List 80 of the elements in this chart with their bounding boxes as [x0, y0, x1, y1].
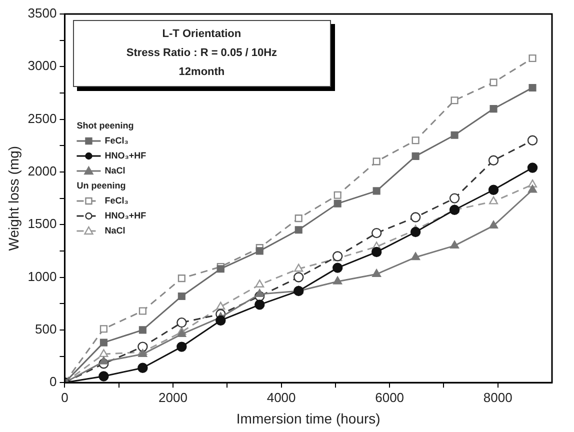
- x-tick-label: 4000: [266, 390, 296, 405]
- point: [294, 286, 304, 296]
- point: [294, 226, 302, 234]
- point: [255, 289, 264, 297]
- y-tick-label: 500: [35, 322, 57, 337]
- point: [254, 300, 265, 310]
- point: [216, 315, 226, 326]
- legend-label: HNO₃+HF: [104, 210, 147, 220]
- point: [372, 158, 380, 166]
- y-tick-label: 2500: [28, 110, 57, 126]
- point: [488, 184, 499, 195]
- point: [450, 96, 458, 104]
- point: [371, 246, 382, 258]
- point: [527, 162, 538, 173]
- point: [334, 200, 342, 208]
- legend-label: HNO₃+HF: [104, 150, 147, 160]
- point: [294, 264, 304, 272]
- y-tick-label: 3000: [28, 58, 57, 74]
- point: [177, 329, 186, 338]
- point: [216, 265, 224, 273]
- point: [490, 105, 498, 113]
- point: [294, 214, 302, 222]
- point: [528, 184, 538, 193]
- point: [450, 131, 458, 139]
- point: [488, 155, 499, 166]
- point: [138, 342, 148, 352]
- point: [98, 371, 109, 382]
- point: [138, 349, 148, 358]
- x-tick-label: 8000: [483, 390, 512, 405]
- point: [372, 269, 382, 277]
- annotation: 12month: [178, 65, 226, 80]
- point: [100, 325, 108, 333]
- legend-label: FeCl₃: [104, 195, 128, 206]
- point: [528, 54, 536, 62]
- x-tick-label: 6000: [375, 390, 404, 405]
- point: [489, 196, 498, 204]
- point: [527, 135, 538, 146]
- point: [450, 240, 460, 249]
- point: [449, 193, 460, 204]
- point: [372, 187, 380, 195]
- point: [99, 356, 108, 364]
- point: [412, 136, 420, 144]
- point: [410, 226, 421, 238]
- point: [138, 307, 146, 315]
- x-axis-title: Immersion time (hours): [236, 410, 380, 426]
- point: [138, 326, 146, 334]
- y-axis-title: Weight loss (mg): [5, 146, 22, 251]
- point: [176, 317, 187, 328]
- point: [138, 362, 148, 373]
- point: [176, 342, 187, 352]
- point: [294, 272, 304, 282]
- y-tick-label: 1500: [28, 216, 57, 232]
- point: [216, 302, 226, 310]
- point: [255, 280, 264, 288]
- point: [100, 338, 108, 346]
- x-tick-label: 2000: [158, 390, 188, 405]
- x-tick-label: 0: [61, 390, 68, 405]
- point: [490, 78, 498, 86]
- point: [332, 262, 343, 273]
- legend-label: NaCl: [104, 165, 126, 176]
- point: [178, 292, 186, 300]
- y-tick-label: 1000: [28, 268, 57, 284]
- point: [411, 252, 420, 260]
- legend-label: FeCl₃: [104, 135, 128, 146]
- point: [256, 247, 264, 255]
- point: [489, 220, 498, 229]
- point: [178, 274, 186, 282]
- point: [410, 212, 421, 222]
- annotation: Shot peening: [76, 120, 134, 130]
- point: [528, 84, 536, 92]
- y-tick-label: 0: [49, 374, 57, 390]
- point: [412, 152, 420, 160]
- point: [371, 228, 382, 238]
- point: [99, 349, 108, 358]
- point: [333, 276, 342, 284]
- point: [334, 191, 342, 199]
- legend-label: NaCl: [104, 225, 126, 236]
- annotation: Un peening: [76, 180, 126, 190]
- y-tick-label: 3500: [28, 6, 57, 21]
- y-tick-label: 2000: [28, 164, 57, 179]
